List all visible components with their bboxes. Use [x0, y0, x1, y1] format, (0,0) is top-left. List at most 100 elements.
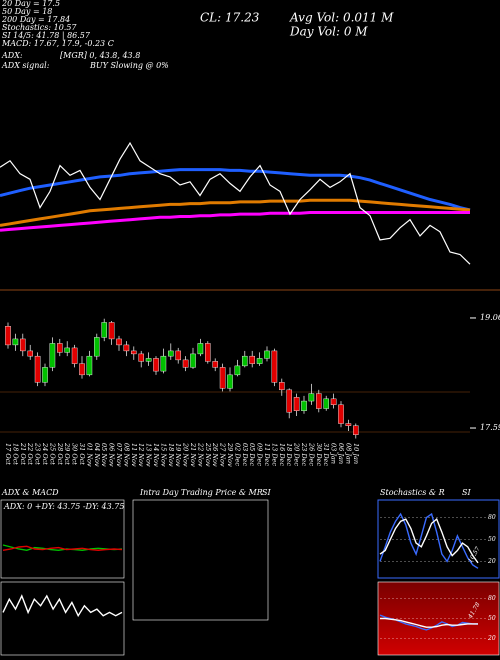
rsi-panel: [377, 581, 500, 656]
candle-body: [293, 397, 300, 412]
line: [2, 544, 123, 552]
x-tick-label: 28 Oct: [56, 442, 64, 465]
x-tick-label: 08 Jan: [344, 443, 352, 464]
candle-body: [249, 355, 256, 364]
candle-body: [241, 355, 248, 367]
ema-200: 200 Day = 17.84: [1, 15, 70, 24]
x-tick-label: 25 Nov: [204, 442, 212, 467]
x-tick-label: 06 Jan: [337, 443, 345, 464]
x-tick-label: 19 Nov: [174, 443, 182, 467]
x-tick-label: 22 Oct: [26, 442, 34, 465]
candle-body: [353, 425, 359, 435]
candle-body: [286, 389, 293, 413]
x-tick-label: 24 Oct: [41, 442, 49, 465]
candle-body: [256, 358, 263, 364]
candle-body: [138, 353, 145, 362]
line: [0, 141, 471, 265]
x-tick-label: 12 Nov: [137, 443, 145, 467]
candle-body: [57, 343, 63, 353]
candle-body: [160, 355, 167, 372]
y-tick-label: 19.06: [480, 313, 500, 322]
x-tick-label: 05 Nov: [100, 443, 108, 467]
candle-body: [316, 393, 322, 409]
y-tick-label: 80: [488, 514, 496, 521]
x-tick-label: 21 Oct: [19, 442, 27, 465]
candle-body: [345, 423, 352, 426]
adx-text: [MGR] 0, 43.8, 43.8: [60, 51, 140, 60]
candle-body: [264, 350, 270, 359]
day-volume: Day Vol: 0 M: [289, 25, 368, 39]
candle-body: [212, 361, 219, 368]
candle-body: [93, 337, 100, 357]
candle-body: [197, 343, 204, 355]
x-tick-label: 27 Nov: [219, 442, 227, 467]
line: [0, 211, 470, 232]
candle-body: [34, 355, 41, 383]
x-tick-label: 07 Nov: [115, 443, 123, 467]
candle-body: [167, 350, 174, 357]
line: [0, 168, 471, 212]
candle-body: [190, 353, 196, 368]
candle-body: [101, 322, 107, 338]
x-tick-label: 17 Oct: [4, 443, 12, 465]
line: [0, 198, 471, 227]
x-tick-label: 20 Dec: [293, 442, 301, 466]
panel-title: ADX & MACD: [1, 488, 59, 497]
candle-body: [49, 343, 56, 368]
y-tick-label: 20: [487, 635, 496, 642]
x-tick-label: 03 Dec: [241, 443, 249, 466]
line: [379, 517, 479, 564]
candle-body: [301, 400, 307, 412]
x-tick-label: 29 Nov: [226, 442, 234, 467]
panel-title: SI: [462, 488, 471, 497]
candle-body: [123, 344, 130, 352]
x-tick-label: 14 Nov: [152, 443, 160, 467]
candle-body: [279, 382, 285, 391]
panel-title: Stochastics & R: [380, 488, 445, 497]
x-tick-label: 30 Oct: [71, 443, 79, 465]
si-text: SI 14/5: 41.78 | 86.57: [2, 31, 91, 40]
adx-text: BUY Slowing @ 0%: [89, 61, 169, 70]
candle-body: [175, 350, 182, 361]
candle-body: [308, 393, 315, 402]
candle-body: [182, 359, 189, 368]
candle-body: [338, 404, 344, 424]
x-tick-label: 29 Oct: [63, 442, 71, 465]
candle-body: [204, 343, 211, 362]
x-tick-label: 18 Nov: [167, 443, 175, 467]
macd-text: MACD: 17.67, 17.9, -0.23 C: [1, 39, 114, 48]
candle-body: [130, 350, 137, 355]
x-tick-label: 03 Jan: [330, 443, 338, 464]
panel-title: SI: [262, 488, 271, 497]
x-tick-label: 22 Nov: [196, 442, 204, 467]
candle-body: [153, 358, 159, 372]
x-tick-label: 21 Nov: [189, 442, 197, 467]
candle-body: [71, 347, 78, 364]
x-tick-label: 08 Nov: [122, 443, 130, 467]
x-tick-label: 11 Dec: [263, 443, 271, 466]
candle-body: [64, 347, 70, 353]
x-tick-label: 15 Nov: [159, 443, 167, 467]
adx-text: ADX signal:: [1, 61, 50, 70]
x-tick-label: 18 Oct: [11, 443, 19, 465]
x-tick-label: 13 Dec: [270, 443, 278, 466]
candle-body: [27, 350, 34, 357]
x-tick-label: 20 Nov: [182, 442, 190, 467]
y-tick-label: 20: [487, 558, 496, 565]
x-tick-label: 25 Oct: [48, 442, 56, 465]
line: [2, 545, 123, 552]
candle-body: [86, 355, 93, 376]
x-tick-label: 31 Oct: [78, 443, 86, 465]
candle-body: [234, 365, 241, 376]
x-tick-label: 23 Oct: [34, 442, 42, 465]
close-price: CL: 17.23: [200, 11, 260, 25]
x-tick-label: 26 Dec: [307, 442, 315, 466]
adx-panel: [0, 499, 125, 579]
macd-panel: [0, 581, 125, 656]
x-tick-label: 16 Dec: [278, 443, 286, 466]
adx-text: ADX:: [1, 51, 23, 60]
x-tick-label: 26 Nov: [211, 442, 219, 467]
x-tick-label: 23 Dec: [300, 442, 308, 466]
ema-20: 20 Day = 17.5: [1, 0, 60, 8]
avg-volume: Avg Vol: 0.011 M: [289, 11, 394, 25]
